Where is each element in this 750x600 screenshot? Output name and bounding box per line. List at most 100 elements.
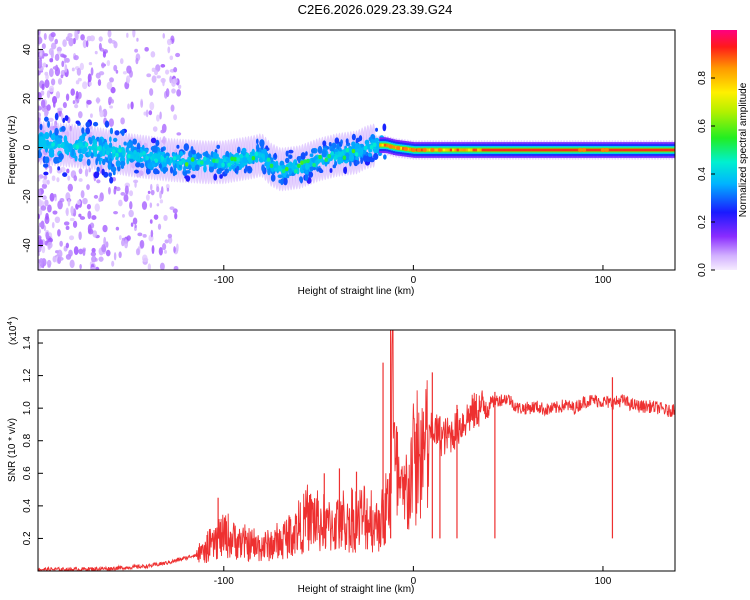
heatmap-cell: [40, 99, 46, 108]
heatmap-cell: [105, 249, 111, 257]
heatmap-cell: [171, 78, 176, 87]
spectrum-x-tick-label: 0: [411, 275, 417, 286]
heatmap-cell: [305, 151, 308, 156]
snr-x-tick-label: -100: [214, 576, 234, 587]
heatmap-cell: [233, 157, 237, 162]
heatmap-cell: [57, 200, 63, 210]
heatmap-cell: [162, 78, 165, 87]
heatmap-cell: [62, 117, 66, 123]
heatmap-cell: [173, 67, 178, 73]
heatmap-cell: [78, 231, 82, 241]
heatmap-cell: [169, 166, 174, 174]
heatmap-cell: [156, 114, 160, 122]
heatmap-cell: [447, 148, 450, 152]
heatmap-cell: [373, 152, 379, 161]
heatmap-cell: [49, 165, 53, 174]
heatmap-cell: [433, 148, 437, 152]
heatmap-cell: [41, 43, 46, 50]
heatmap-cell: [351, 148, 356, 154]
heatmap-cell: [38, 176, 41, 182]
heatmap-cell: [51, 221, 55, 229]
heatmap-cell: [543, 148, 546, 152]
heatmap-cell: [58, 153, 64, 161]
heatmap-cell: [38, 213, 41, 220]
heatmap-cell: [54, 38, 58, 45]
heatmap-cell: [613, 148, 617, 152]
heatmap-cell: [130, 154, 134, 159]
heatmap-cell: [101, 168, 105, 176]
heatmap-cell: [333, 148, 339, 153]
heatmap-cell: [536, 148, 539, 152]
heatmap-cell: [309, 153, 314, 158]
heatmap-cell: [165, 69, 170, 75]
heatmap-cell: [269, 163, 274, 169]
heatmap-cell: [66, 168, 70, 174]
spectrum-y-tick-label: 0: [22, 144, 33, 150]
heatmap-cell: [176, 89, 182, 97]
heatmap-cell: [139, 152, 143, 158]
heatmap-cell: [139, 239, 145, 249]
heatmap-cell: [105, 150, 110, 156]
heatmap-cell: [73, 54, 79, 61]
heatmap-cell: [372, 142, 377, 148]
heatmap-cell: [46, 259, 52, 267]
heatmap-cell: [43, 33, 47, 40]
colorbar-tick-label: 0.6: [697, 119, 708, 133]
heatmap-cell: [76, 199, 81, 206]
heatmap-cell: [108, 96, 113, 103]
heatmap-cell: [67, 183, 73, 192]
heatmap-cell: [497, 148, 501, 152]
heatmap-cell: [511, 148, 514, 152]
heatmap-cell: [38, 59, 43, 69]
heatmap-cell: [96, 146, 101, 151]
heatmap-cell: [79, 62, 85, 71]
heatmap-cell: [369, 145, 374, 150]
heatmap-cell: [91, 247, 96, 253]
heatmap-cell: [588, 148, 592, 152]
heatmap-cell: [62, 101, 67, 109]
heatmap-cell: [119, 152, 123, 157]
heatmap-cell: [96, 179, 101, 184]
heatmap-cell: [102, 224, 108, 233]
heatmap-cell: [436, 148, 439, 152]
heatmap-cell: [225, 150, 230, 159]
heatmap-cell: [63, 135, 68, 143]
heatmap-cell: [176, 144, 180, 149]
spectrum-x-tick-label: 100: [595, 275, 612, 286]
heatmap-cell: [493, 148, 496, 152]
heatmap-cell: [150, 189, 155, 196]
heatmap-cell: [611, 148, 614, 152]
spectrum-panel: -100 0 100 -40 -20 0 20 40 Height of straight …: [7, 29, 676, 297]
heatmap-cell: [126, 32, 129, 38]
heatmap-cell: [72, 220, 78, 228]
heatmap-cell: [399, 146, 403, 150]
heatmap-cell: [82, 39, 87, 49]
heatmap-cell: [191, 149, 196, 155]
colorbar-ticks: 0.0 0.2 0.4 0.6 0.8: [697, 71, 715, 277]
heatmap-cell: [285, 150, 289, 157]
heatmap-cell: [144, 46, 149, 52]
heatmap-cell: [69, 259, 75, 269]
heatmap-cell: [122, 71, 127, 75]
heatmap-cell: [39, 239, 44, 248]
heatmap-cell: [44, 156, 50, 164]
heatmap-cell: [332, 164, 337, 169]
heatmap-cell: [123, 194, 129, 202]
heatmap-cell: [467, 148, 471, 152]
heatmap-cell: [354, 142, 359, 151]
heatmap-cell: [120, 160, 126, 167]
heatmap-cell: [84, 168, 89, 177]
heatmap-cell: [60, 125, 66, 132]
heatmap-cell: [118, 251, 122, 259]
heatmap-cell: [638, 148, 642, 152]
heatmap-cell: [288, 149, 294, 154]
heatmap-cell: [176, 132, 182, 136]
heatmap-cell: [379, 143, 382, 147]
heatmap-cell: [56, 137, 63, 145]
snr-x-tick-label: 0: [411, 576, 417, 587]
heatmap-cell: [345, 147, 350, 153]
heatmap-cell: [60, 53, 65, 58]
heatmap-cell: [95, 266, 100, 270]
heatmap-cell: [149, 101, 155, 111]
heatmap-cell: [294, 168, 298, 174]
